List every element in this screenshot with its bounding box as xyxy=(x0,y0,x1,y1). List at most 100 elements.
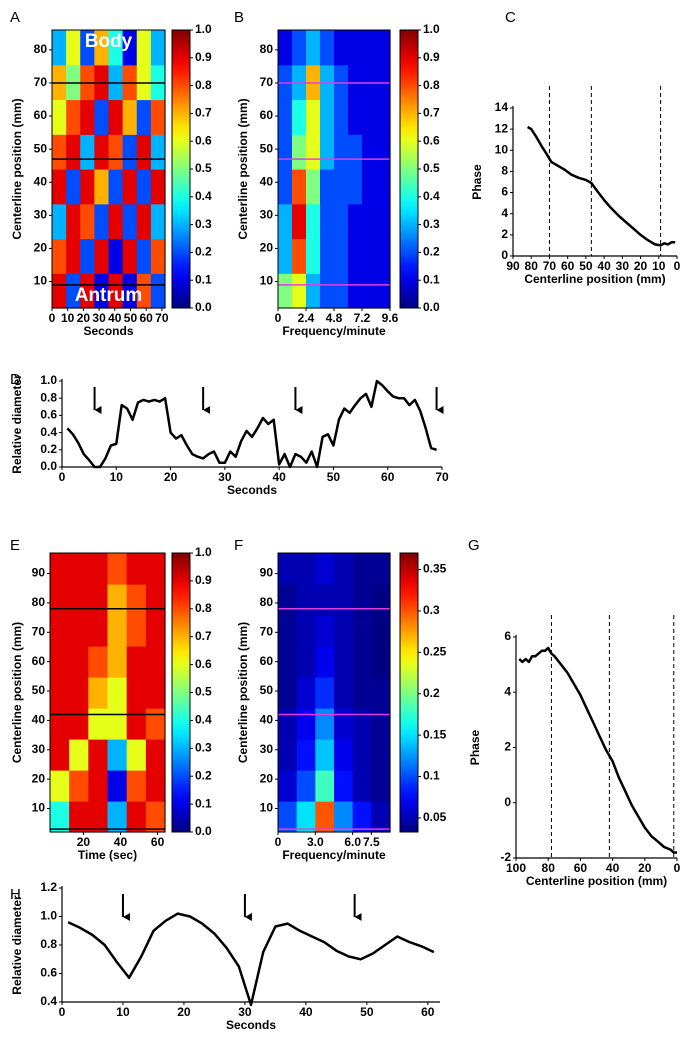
heatmap-cell xyxy=(296,708,316,740)
y-axis-title: Phase xyxy=(470,164,484,200)
y-tick-label: 40 xyxy=(34,174,48,188)
x-tick-label: 20 xyxy=(77,835,91,849)
heatmap-cell xyxy=(80,134,95,170)
plot-frame xyxy=(277,552,391,833)
colorbar-tick-label: 0.3 xyxy=(423,603,440,617)
heatmap-cell xyxy=(126,708,147,740)
colorbar-tick-label: 0.1 xyxy=(423,769,440,783)
colorbar-tick-label: 0.8 xyxy=(423,78,440,92)
heatmap-cell xyxy=(296,615,316,647)
plot-frame xyxy=(51,29,166,309)
colorbar-tick-label: 0.5 xyxy=(195,161,212,175)
heatmap-cell xyxy=(69,646,89,678)
heatmap-cell xyxy=(50,584,70,616)
heatmap-cell xyxy=(126,615,147,647)
heatmap-cell xyxy=(296,770,316,802)
x-tick-label: 60 xyxy=(561,259,575,273)
heatmap-cell xyxy=(145,615,166,647)
heatmap-cell xyxy=(352,770,372,802)
y-tick-label: 40 xyxy=(260,713,274,727)
y-tick-label: 80 xyxy=(34,42,48,56)
x-tick-label: 60 xyxy=(421,1005,435,1019)
colorbar-tick-label: 0.0 xyxy=(195,824,212,838)
heatmap-cell xyxy=(122,203,138,240)
colorbar-tick-label: 0.7 xyxy=(195,629,212,643)
colorbar-tick-label: 0.9 xyxy=(195,573,212,587)
heatmap-cell xyxy=(66,30,81,66)
heatmap-cell xyxy=(306,134,321,170)
heatmap-cell xyxy=(278,708,298,740)
y-tick-label: 0.4 xyxy=(40,994,57,1008)
heatmap-cell xyxy=(371,584,391,616)
heatmap-cell xyxy=(122,134,138,170)
data-line xyxy=(518,646,677,854)
heatmap-cell xyxy=(320,99,335,135)
heatmap-cell xyxy=(136,203,152,240)
panel-label: B xyxy=(234,9,244,26)
x-axis-title: Time (sec) xyxy=(78,848,137,862)
heatmap-cell xyxy=(50,553,70,585)
heatmap-cell xyxy=(306,99,321,135)
heatmap-cell xyxy=(88,646,109,678)
heatmap-cell xyxy=(371,739,391,771)
heatmap-cell xyxy=(88,677,109,709)
heatmap-cell xyxy=(334,770,354,802)
colorbar-tick-label: 0.8 xyxy=(195,78,212,92)
heatmap-cell xyxy=(107,646,128,678)
y-tick-label: 60 xyxy=(34,108,48,122)
colorbar-tick-label: 0.0 xyxy=(195,300,212,314)
heatmap-cell xyxy=(69,553,89,585)
heatmap-cell xyxy=(334,134,349,170)
x-axis-title: Frequency/minute xyxy=(282,848,386,862)
x-tick-label: 3.0 xyxy=(307,835,324,849)
x-tick-label: 10 xyxy=(116,1005,130,1019)
heatmap-cell xyxy=(292,99,307,135)
y-tick-label: 70 xyxy=(260,75,274,89)
x-axis-title: Frequency/minute xyxy=(282,324,386,338)
x-tick-label: 10 xyxy=(110,470,124,484)
heatmap-cell xyxy=(150,169,166,205)
heatmap-cell xyxy=(150,203,166,240)
x-tick-label: 100 xyxy=(506,861,526,875)
y-tick-label: 60 xyxy=(260,654,274,668)
colorbar-tick-label: 0.2 xyxy=(195,768,212,782)
heatmap-cell xyxy=(320,203,335,240)
colorbar-tick-label: 1.0 xyxy=(423,22,440,36)
heatmap-cell xyxy=(80,169,95,205)
panel-label: D xyxy=(10,371,21,388)
x-tick-label: 40 xyxy=(606,861,620,875)
x-tick-label: 70 xyxy=(155,311,169,325)
y-tick-label: 8 xyxy=(501,164,508,178)
y-tick-label: 1.0 xyxy=(40,373,57,387)
y-tick-label: 10 xyxy=(34,274,48,288)
heatmap-cell xyxy=(278,770,298,802)
heatmap-cell xyxy=(136,238,152,274)
heatmap-cell xyxy=(320,30,335,66)
x-tick-label: 9.6 xyxy=(382,311,399,325)
heatmap-cell xyxy=(278,553,298,585)
y-tick-label: 20 xyxy=(32,771,46,785)
x-tick-label: 0 xyxy=(59,470,66,484)
heatmap-cell xyxy=(292,134,307,170)
heatmap-cell xyxy=(94,169,110,205)
heatmap-cell xyxy=(334,739,354,771)
heatmap-cell xyxy=(122,238,138,274)
heatmap-cell xyxy=(69,739,89,771)
y-tick-label: 1.2 xyxy=(40,880,57,894)
x-tick-label: 4.8 xyxy=(326,311,343,325)
heatmap-cell xyxy=(150,99,166,135)
heatmap-cell xyxy=(80,238,95,274)
heatmap-cell xyxy=(66,273,81,309)
colorbar-tick-label: 0.9 xyxy=(195,50,212,64)
heatmap-cell xyxy=(362,134,377,170)
colorbar-tick-label: 0.15 xyxy=(423,727,447,741)
heatmap-cell xyxy=(69,708,89,740)
x-tick-label: 2.4 xyxy=(298,311,315,325)
heatmap-cell xyxy=(352,677,372,709)
x-tick-label: 20 xyxy=(634,259,648,273)
heatmap-cell xyxy=(320,169,335,205)
x-tick-label: 70 xyxy=(543,259,557,273)
heatmap-cell xyxy=(352,615,372,647)
heatmap-cell xyxy=(352,739,372,771)
heatmap-cell xyxy=(348,238,363,274)
